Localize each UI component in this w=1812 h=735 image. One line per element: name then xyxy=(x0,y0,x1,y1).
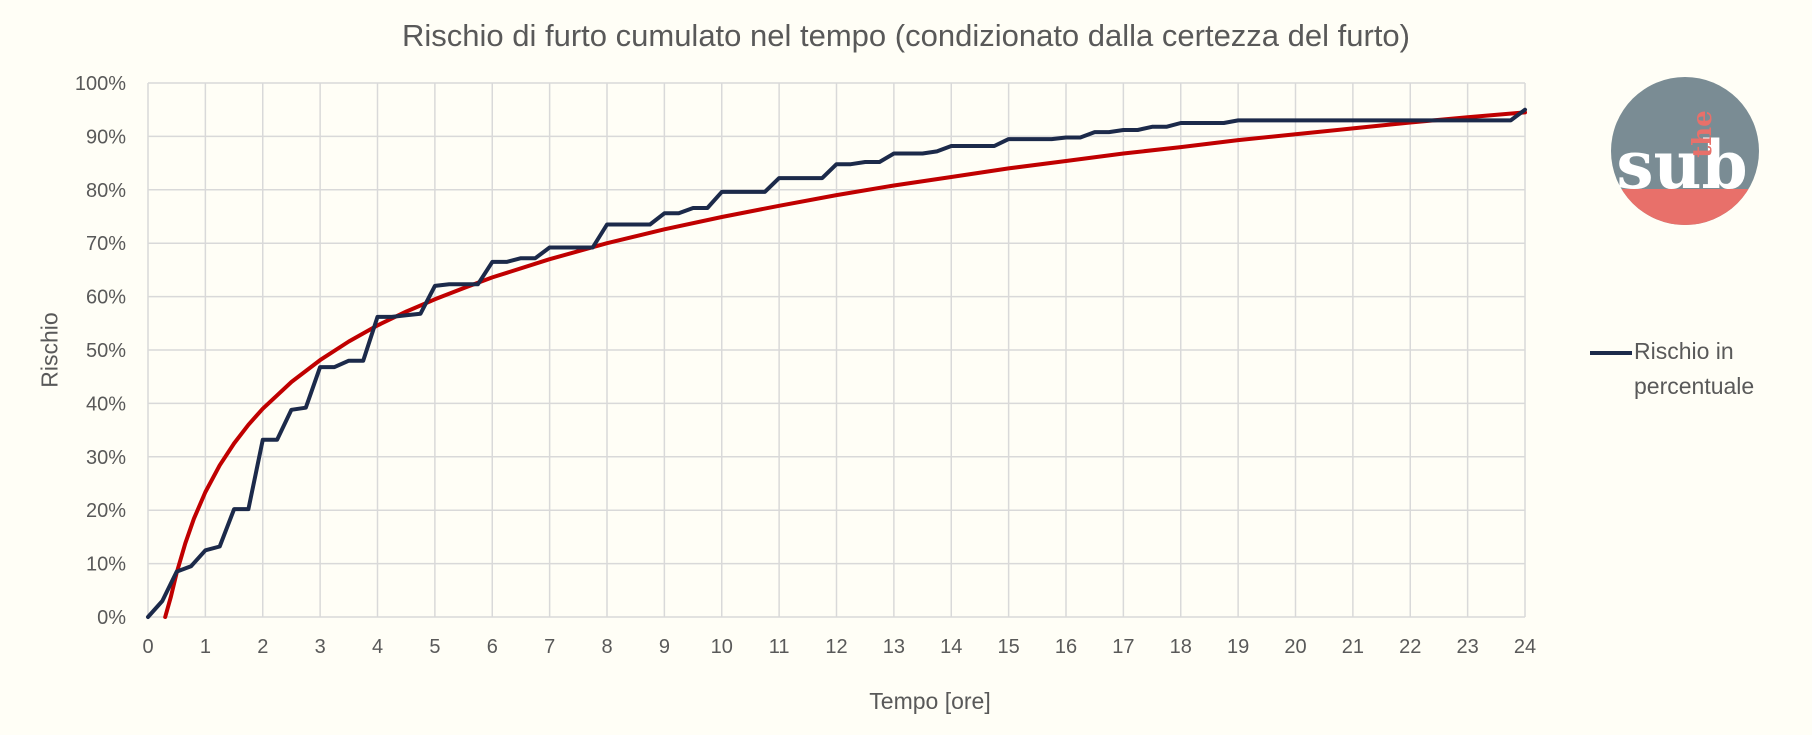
x-tick-label: 7 xyxy=(544,636,555,658)
y-tick-label: 70% xyxy=(86,233,126,255)
x-tick-label: 8 xyxy=(601,636,612,658)
x-tick-label: 18 xyxy=(1170,636,1192,658)
x-tick-label: 17 xyxy=(1112,636,1134,658)
x-tick-label: 13 xyxy=(883,636,905,658)
logo-main-text: sub xyxy=(1616,126,1747,204)
x-tick-label: 23 xyxy=(1457,636,1479,658)
x-axis-title: Tempo [ore] xyxy=(869,688,991,714)
x-tick-label: 2 xyxy=(257,636,268,658)
y-tick-label: 10% xyxy=(86,554,126,576)
chart-title: Rischio di furto cumulato nel tempo (con… xyxy=(401,18,1410,53)
y-tick-label: 0% xyxy=(97,607,126,629)
trendline-logarithmic xyxy=(163,110,1527,619)
y-tick-label: 30% xyxy=(86,447,126,469)
chart-legend: Rischio in percentuale xyxy=(1590,334,1809,404)
y-tick-label: 40% xyxy=(86,393,126,415)
x-tick-label: 12 xyxy=(825,636,847,658)
x-tick-label: 15 xyxy=(998,636,1020,658)
x-tick-label: 6 xyxy=(487,636,498,658)
y-axis-title: Rischio xyxy=(36,312,63,388)
legend-label: Rischio in percentuale xyxy=(1634,338,1755,399)
x-tick-label: 19 xyxy=(1227,636,1249,658)
y-tick-label: 60% xyxy=(86,287,126,309)
y-tick-label: 20% xyxy=(86,500,126,522)
y-tick-label: 80% xyxy=(86,180,126,202)
x-tick-label: 5 xyxy=(429,636,440,658)
x-tick-label: 14 xyxy=(940,636,962,658)
x-tick-label: 9 xyxy=(659,636,670,658)
x-tick-label: 3 xyxy=(315,636,326,658)
legend-swatch xyxy=(1590,351,1632,355)
the-sub-logo: sub the xyxy=(1611,77,1759,225)
logo-top-text: the xyxy=(1688,110,1718,157)
x-tick-label: 4 xyxy=(372,636,383,658)
x-tick-label: 0 xyxy=(142,636,153,658)
x-tick-label: 20 xyxy=(1284,636,1306,658)
x-tick-label: 11 xyxy=(769,636,790,658)
x-tick-label: 10 xyxy=(711,636,733,658)
y-tick-label: 50% xyxy=(86,340,126,362)
x-tick-label: 24 xyxy=(1514,636,1536,658)
series-line-rischio xyxy=(146,107,1527,619)
x-tick-label: 21 xyxy=(1342,636,1364,658)
y-tick-label: 100% xyxy=(75,73,126,95)
x-tick-label: 22 xyxy=(1399,636,1421,658)
x-tick-label: 1 xyxy=(200,636,211,658)
x-tick-label: 16 xyxy=(1055,636,1077,658)
y-tick-label: 90% xyxy=(86,126,126,148)
